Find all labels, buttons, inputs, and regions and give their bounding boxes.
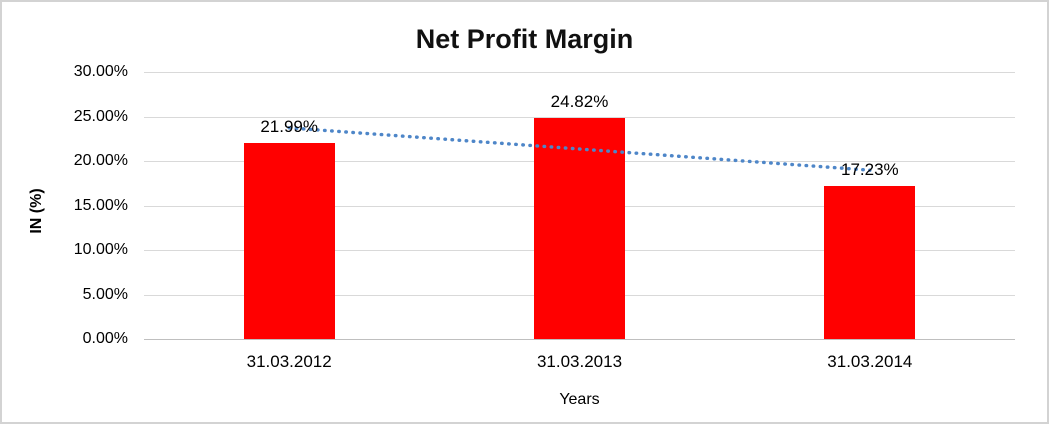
- trendline-layer: [287, 126, 872, 172]
- gridline: [144, 116, 1015, 118]
- bar: [243, 143, 335, 339]
- data-label: 24.82%: [550, 92, 609, 112]
- gridline: [144, 72, 1015, 73]
- x-axis-tick-label: 31.03.2014: [827, 352, 913, 371]
- x-axis-tick-label: 31.03.2013: [536, 352, 623, 371]
- linear-trendline: [287, 126, 872, 172]
- x-axis-tick-label: 31.03.2012: [246, 352, 332, 371]
- y-axis-tick-label: 5.00%: [82, 285, 128, 303]
- bar: [824, 185, 916, 339]
- y-axis-tick-label: 15.00%: [73, 196, 128, 214]
- y-axis-tick-label: 30.00%: [73, 63, 128, 80]
- bar: [534, 118, 625, 339]
- chart-title: Net Profit Margin: [415, 24, 634, 54]
- y-axis-tick-label: 0.00%: [82, 330, 128, 347]
- x-axis-title: Years: [559, 391, 600, 408]
- y-axis-tick-label: 10.00%: [73, 241, 128, 258]
- y-axis-tick-label: 20.00%: [73, 152, 128, 169]
- y-axis-tick-label: 25.00%: [73, 107, 128, 125]
- x-axis-line: [144, 339, 1015, 340]
- data-label: 17.23%: [840, 159, 899, 179]
- data-label: 21.99%: [260, 117, 318, 137]
